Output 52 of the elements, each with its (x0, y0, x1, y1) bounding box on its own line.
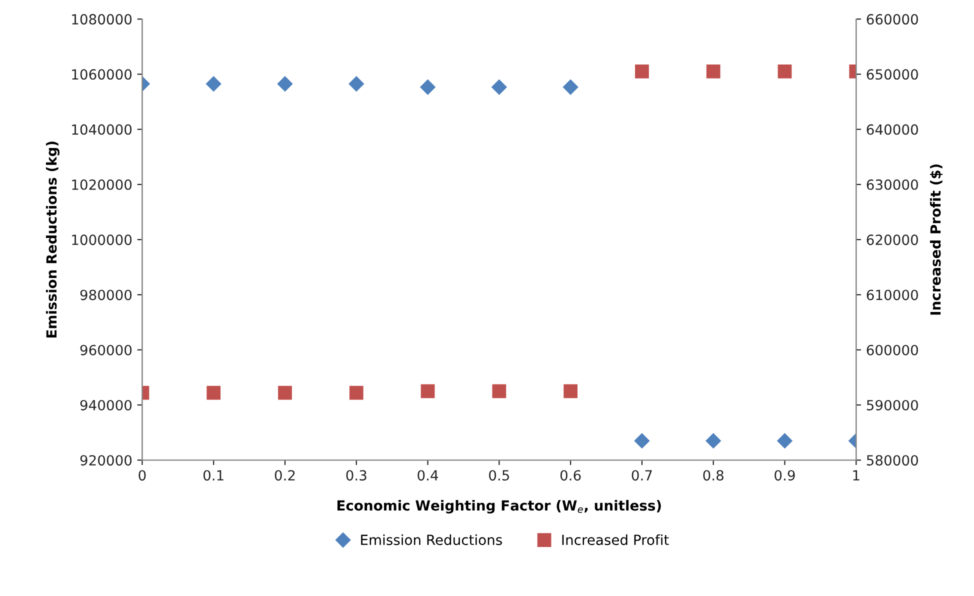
point (634, 433, 650, 448)
y-tick-label: 1020000 (72, 179, 132, 190)
y2-tick-label: 640000 (866, 124, 918, 135)
y2-tick-label: 580000 (866, 455, 918, 466)
y2-tick-label: 610000 (866, 290, 918, 300)
x-axis-title: Economic Weighting Factor (W$_{e}$, unitless) (337, 500, 661, 514)
point (278, 386, 292, 400)
x-tick-label: 0.8 (703, 470, 724, 481)
x-tick-label: 0.7 (632, 470, 652, 481)
y-tick-label: 940000 (80, 400, 132, 410)
y-tick-label: 960000 (80, 344, 132, 356)
x-tick-label: 0.4 (418, 470, 438, 481)
point (635, 64, 649, 78)
point (420, 80, 436, 95)
y-tick-label: 980000 (80, 290, 132, 300)
point (706, 64, 720, 78)
x-tick-label: 0.6 (560, 470, 581, 481)
point (778, 64, 792, 78)
x-tick-label: 0.5 (489, 470, 510, 481)
x-tick-label: 1 (853, 470, 860, 480)
y-axis-title: Emission Reductions (kg) (46, 142, 60, 338)
point (492, 384, 506, 398)
point (277, 76, 293, 92)
y2-tick-label: 630000 (866, 179, 918, 190)
x-tick-label: 0.1 (203, 470, 224, 481)
x-tick-label: 0 (138, 470, 146, 481)
x-tick-label: 0.9 (774, 470, 795, 481)
y-tick-label: 1000000 (72, 234, 132, 246)
y2-tick-label: 600000 (866, 344, 918, 356)
point (348, 76, 364, 92)
y2-tick-label: 660000 (866, 14, 918, 25)
x-tick-label: 0.3 (346, 470, 366, 481)
point (349, 386, 364, 400)
legend-label: Increased Profit (562, 534, 669, 546)
y-tick-label: 1080000 (72, 14, 132, 25)
legend-label: Emission Reductions (361, 534, 502, 546)
y2-tick-label: 650000 (866, 69, 918, 80)
point (777, 433, 792, 448)
y2-axis-title: Increased Profit ($) (930, 164, 943, 315)
point (706, 433, 721, 448)
y2-tick-label: 620000 (866, 234, 918, 246)
point (492, 80, 507, 95)
y-tick-label: 1060000 (72, 69, 132, 80)
point (563, 80, 578, 95)
y-tick-label: 920000 (80, 455, 132, 466)
point (420, 384, 435, 398)
y2-tick-label: 590000 (866, 400, 918, 410)
x-tick-label: 0.2 (274, 470, 295, 481)
y-tick-label: 1040000 (72, 124, 132, 135)
point (564, 384, 578, 398)
point (206, 76, 222, 92)
point (206, 386, 221, 400)
